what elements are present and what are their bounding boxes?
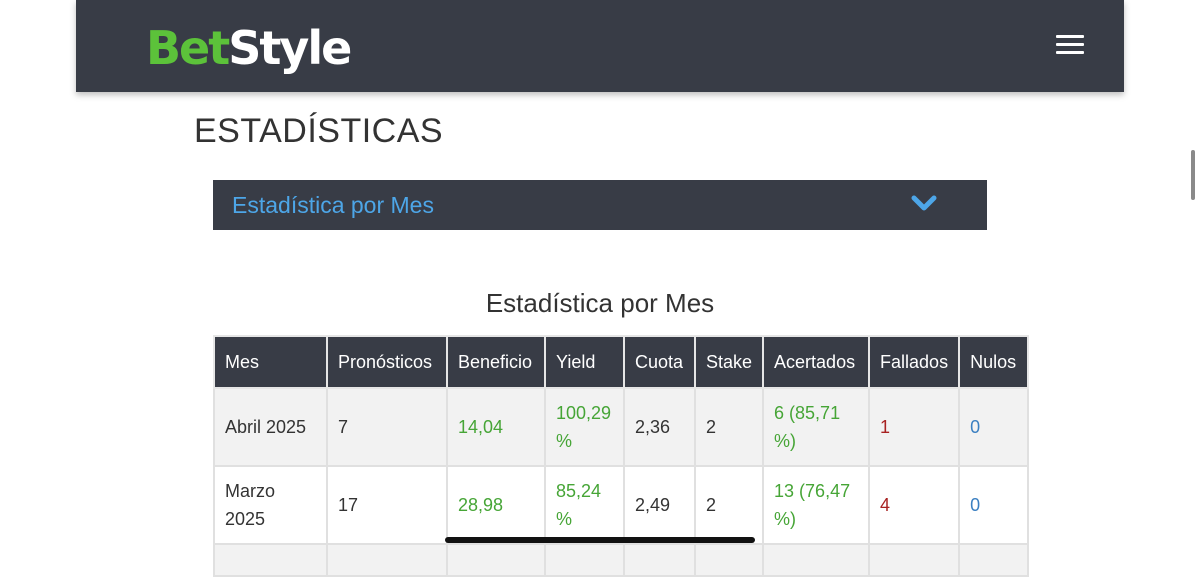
accordion-estadistica-por-mes[interactable]: Estadística por Mes xyxy=(213,180,987,230)
cell-fallados: 1 xyxy=(868,387,961,467)
accordion-label: Estadística por Mes xyxy=(232,192,434,218)
cell-acertados: 6 (85,71 %) xyxy=(762,387,871,467)
cell-beneficio: 28,98 xyxy=(446,465,546,545)
cell-mes: Marzo 2025 xyxy=(213,465,328,545)
col-header-cuota: Cuota xyxy=(623,335,696,389)
cell-beneficio: 14,04 xyxy=(446,387,546,467)
cell-yield: 100,29 % xyxy=(544,387,625,467)
table-title: Estadística por Mes xyxy=(485,288,715,318)
cell-nulos: 0 xyxy=(958,387,1030,467)
cell-stake: 2 xyxy=(693,387,765,467)
cell-cuota: 2,49 xyxy=(623,465,696,545)
logo-bet: Bet xyxy=(146,21,230,75)
table-row xyxy=(213,543,1030,577)
hamburger-menu-icon[interactable] xyxy=(1056,35,1086,55)
table-row: Abril 2025 7 14,04 100,29 % 2,36 2 6 (85… xyxy=(213,387,1030,467)
col-header-yield: Yield xyxy=(544,335,625,389)
table-header-row: Mes Pronósticos Beneficio Yield Cuota St… xyxy=(213,335,1030,389)
col-header-nulos: Nulos xyxy=(958,335,1030,389)
chevron-down-icon xyxy=(911,195,937,211)
cell-yield: 85,24 % xyxy=(544,465,625,545)
cell-nulos: 0 xyxy=(958,465,1030,545)
col-header-pronosticos: Pronósticos xyxy=(326,335,448,389)
cell-cuota: 2,36 xyxy=(623,387,696,467)
page-scrollbar[interactable] xyxy=(1191,150,1195,200)
logo-style: Style xyxy=(228,21,352,75)
cell-mes: Abril 2025 xyxy=(213,387,328,467)
col-header-mes: Mes xyxy=(213,335,328,389)
betstyle-logo[interactable]: BetStyle xyxy=(146,20,352,76)
cell-pronosticos: 17 xyxy=(326,465,448,545)
page-title: ESTADÍSTICAS xyxy=(194,112,444,150)
cell-fallados: 4 xyxy=(868,465,961,545)
col-header-acertados: Acertados xyxy=(762,335,871,389)
col-header-beneficio: Beneficio xyxy=(446,335,546,389)
table-row: Marzo 2025 17 28,98 85,24 % 2,49 2 13 (7… xyxy=(213,465,1030,545)
col-header-fallados: Fallados xyxy=(868,335,961,389)
home-indicator[interactable] xyxy=(445,537,755,543)
cell-acertados: 13 (76,47 %) xyxy=(762,465,871,545)
cell-pronosticos: 7 xyxy=(326,387,448,467)
col-header-stake: Stake xyxy=(693,335,765,389)
cell-stake: 2 xyxy=(693,465,765,545)
site-header: BetStyle xyxy=(76,0,1124,92)
